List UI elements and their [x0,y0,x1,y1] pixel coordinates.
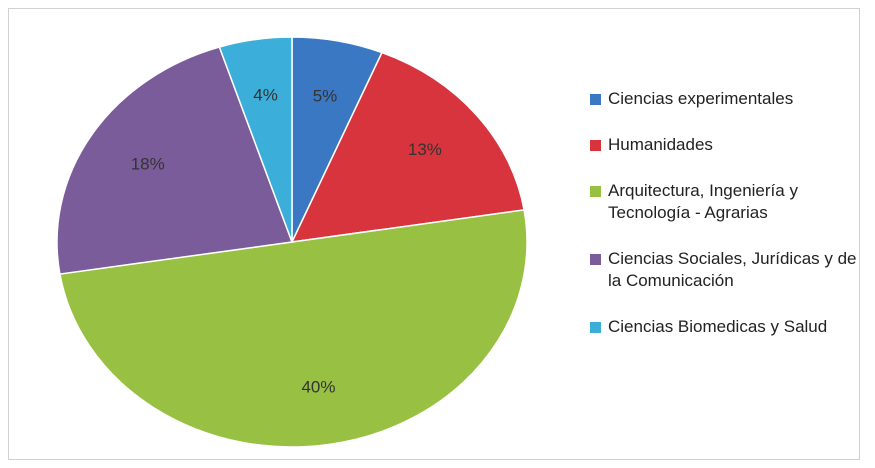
legend-swatch [590,186,601,197]
legend-label: Humanidades [608,135,713,154]
data-label: 4% [253,86,278,105]
data-label: 13% [408,140,442,159]
pie-slice [218,36,293,243]
pie-slice [56,46,294,275]
legend-label: Ciencias Biomedicas y Salud [608,317,828,336]
legend-item: Ciencias Biomedicas y Salud [586,316,863,338]
data-label: 18% [131,154,165,173]
legend-item: Humanidades [586,134,863,156]
legend-label: Arquitectura, Ingeniería y Tecnología - … [608,181,798,222]
legend-swatch [590,322,601,333]
data-label: 40% [301,377,335,396]
legend: Ciencias experimentales Humanidades Arquit… [586,88,866,362]
legend-swatch [590,254,601,265]
legend-item: Arquitectura, Ingeniería y Tecnología - … [586,180,863,224]
legend-label: Ciencias experimentales [608,89,794,108]
legend-swatch [590,140,601,151]
data-label: 5% [313,87,338,106]
legend-item: Ciencias Sociales, Jurídicas y de la Com… [586,248,863,292]
chart-frame [8,8,860,460]
pie-slice [59,209,528,448]
legend-item: Ciencias experimentales [586,88,863,110]
pie-slice [290,51,525,243]
legend-swatch [590,94,601,105]
legend-label: Ciencias Sociales, Jurídicas y de la Com… [608,249,857,290]
